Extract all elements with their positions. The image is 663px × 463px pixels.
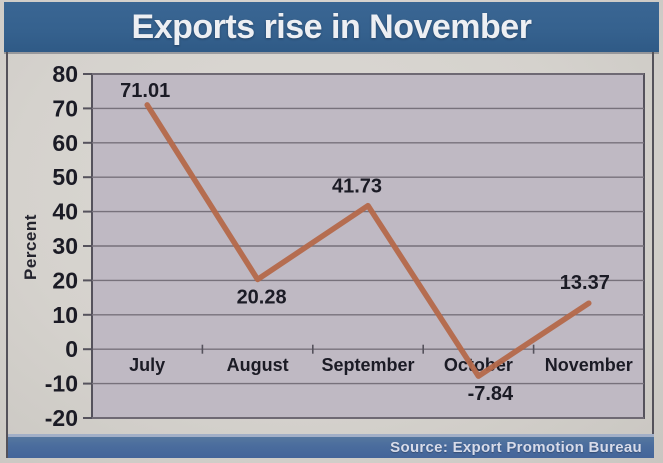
y-tick-label: -20	[45, 405, 78, 431]
y-tick-label: 70	[52, 95, 78, 121]
y-axis-title: Percent	[21, 214, 40, 280]
y-tick-label: 30	[52, 233, 78, 259]
data-label: 20.28	[237, 286, 287, 308]
month-label: November	[545, 355, 633, 375]
month-label: October	[444, 355, 513, 375]
data-label: 71.01	[120, 80, 170, 102]
month-label: August	[227, 355, 289, 375]
title-banner: Exports rise in November	[4, 2, 659, 52]
chart-title: Exports rise in November	[131, 7, 532, 46]
y-tick-label: 40	[52, 199, 78, 225]
y-tick-label: 0	[65, 336, 78, 362]
y-tick-label: 10	[52, 302, 78, 328]
month-label: September	[321, 355, 414, 375]
source-text: Source: Export Promotion Bureau	[390, 439, 642, 456]
y-tick-label: 80	[52, 61, 78, 87]
source-bar: Source: Export Promotion Bureau	[8, 434, 654, 458]
trend-line	[144, 102, 592, 379]
y-tick-label: 50	[52, 164, 78, 190]
month-label: July	[129, 355, 165, 375]
y-tick-label: -10	[45, 371, 78, 397]
data-label: 13.37	[560, 272, 610, 294]
y-tick-label: 20	[52, 267, 78, 293]
data-label: -7.84	[468, 383, 514, 405]
data-label: 41.73	[332, 176, 382, 198]
y-tick-label: 60	[52, 130, 78, 156]
